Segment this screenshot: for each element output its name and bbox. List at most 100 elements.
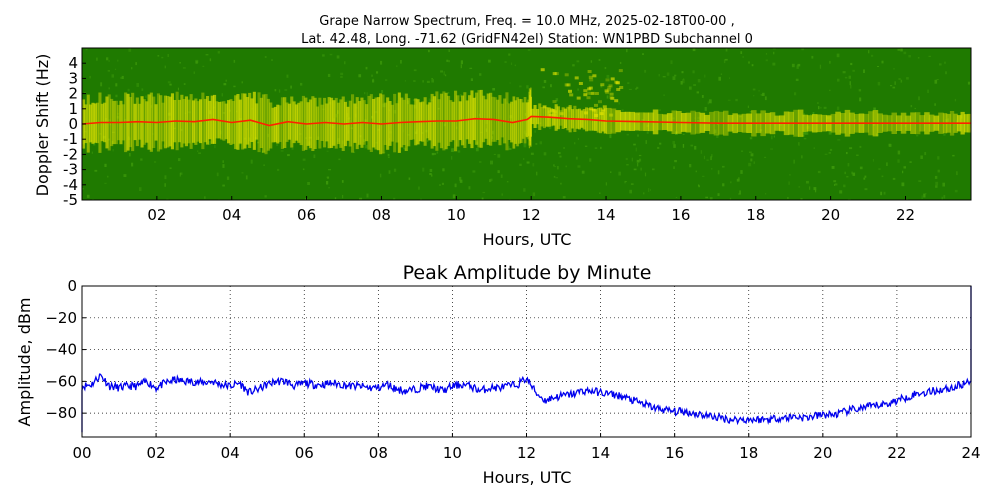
spectrogram-noise-speck <box>644 172 647 177</box>
spectrogram-noise-speck <box>920 155 923 159</box>
spectrogram-noise-speck <box>366 193 369 198</box>
spectrogram-noise-speck <box>195 61 198 64</box>
spectrogram-noise-speck <box>202 65 205 67</box>
spectrogram-noise-speck <box>549 126 552 130</box>
spectrogram-noise-speck <box>179 62 181 64</box>
amplitude-series-line <box>81 286 972 433</box>
spectrogram-noise-speck <box>649 189 651 191</box>
spectrogram-noise-speck <box>852 172 856 176</box>
spectrogram-signal-band <box>604 89 609 93</box>
spectrogram-noise-speck <box>326 181 329 185</box>
spectrogram-noise-speck <box>638 154 642 157</box>
spectrogram-noise-speck <box>577 88 579 91</box>
spectrogram-noise-speck <box>428 98 431 103</box>
spectrogram-signal-band <box>615 81 620 85</box>
spectrogram-noise-speck <box>164 175 167 180</box>
spectrogram-noise-speck <box>308 147 311 150</box>
spectrogram-noise-speck <box>557 166 559 170</box>
spectrogram-noise-speck <box>286 74 289 78</box>
spectrogram-noise-speck <box>859 166 863 170</box>
spectrogram-noise-speck <box>600 146 602 149</box>
spectrogram-noise-speck <box>703 155 705 160</box>
spectrogram-noise-speck <box>543 152 547 156</box>
spectrogram-noise-speck <box>645 140 647 144</box>
spectrogram-noise-speck <box>662 76 666 78</box>
spectrogram-noise-speck <box>328 169 331 171</box>
spectrogram-noise-speck <box>393 168 397 172</box>
spectrogram-signal-band <box>553 110 558 114</box>
spectrogram-signal-band <box>591 108 596 112</box>
spectrogram-noise-speck <box>340 72 344 76</box>
spectrogram-signal-band <box>550 108 555 112</box>
spectrogram-noise-speck <box>858 89 862 92</box>
spectrogram-noise-speck <box>563 147 565 149</box>
spectrogram-xlabel: Hours, UTC <box>483 230 572 249</box>
spectrogram-noise-speck <box>848 75 851 79</box>
spectrogram-noise-speck <box>694 145 697 150</box>
spectrogram-signal-band <box>610 77 615 81</box>
spectrogram-ytick-label: -2 <box>63 145 78 163</box>
spectrogram-noise-speck <box>490 160 493 165</box>
spectrogram-noise-speck <box>468 186 471 190</box>
spectrogram-noise-speck <box>709 197 713 200</box>
spectrogram-signal-band <box>598 100 602 104</box>
spectrogram-noise-speck <box>753 161 755 164</box>
spectrogram-signal-band <box>609 92 614 96</box>
spectrogram-noise-speck <box>359 197 363 200</box>
spectrogram-noise-speck <box>711 154 713 158</box>
spectrogram-noise-speck <box>523 130 527 134</box>
spectrogram-noise-speck <box>123 174 127 177</box>
spectrogram-noise-speck <box>264 56 267 58</box>
spectrogram-noise-speck <box>704 107 707 111</box>
amplitude-xtick-label: 02 <box>147 444 166 462</box>
spectrogram-noise-speck <box>798 142 800 145</box>
spectrogram-noise-speck <box>718 76 721 81</box>
spectrogram-noise-speck <box>431 152 435 156</box>
spectrogram-noise-speck <box>379 173 382 178</box>
spectrogram-noise-speck <box>628 88 632 90</box>
spectrogram-noise-speck <box>898 78 901 80</box>
spectrogram-noise-speck <box>326 176 330 179</box>
spectrogram-noise-speck <box>418 186 420 190</box>
spectrogram-noise-speck <box>610 129 613 133</box>
spectrogram-noise-speck <box>460 60 463 65</box>
spectrogram-noise-speck <box>519 85 522 88</box>
spectrogram-noise-speck <box>727 99 731 101</box>
spectrogram-noise-speck <box>183 83 186 85</box>
spectrogram-noise-speck <box>233 59 236 63</box>
amplitude-xtick-label: 04 <box>221 444 240 462</box>
spectrogram-noise-speck <box>459 176 462 181</box>
spectrogram-noise-speck <box>575 156 578 160</box>
spectrogram-noise-speck <box>863 69 865 73</box>
spectrogram-noise-speck <box>952 154 955 157</box>
spectrogram-noise-speck <box>663 94 665 96</box>
spectrogram-noise-speck <box>636 159 640 163</box>
spectrogram-signal-band <box>606 88 611 92</box>
spectrogram-noise-speck <box>925 193 927 195</box>
spectrogram-ytick-label: 1 <box>68 100 78 118</box>
spectrogram-noise-speck <box>787 197 789 200</box>
spectrogram-noise-speck <box>749 137 753 140</box>
spectrogram-noise-speck <box>241 81 243 84</box>
spectrogram-noise-speck <box>637 134 639 137</box>
amplitude-xtick-label: 12 <box>517 444 536 462</box>
spectrogram-noise-speck <box>681 79 685 84</box>
spectrogram-noise-speck <box>604 67 607 70</box>
spectrogram-noise-speck <box>358 74 362 78</box>
spectrogram-noise-speck <box>382 103 386 108</box>
spectrogram-noise-speck <box>225 79 227 82</box>
spectrogram-noise-speck <box>419 198 422 200</box>
spectrogram-noise-speck <box>439 184 441 186</box>
spectrogram-noise-speck <box>128 153 131 157</box>
spectrogram-noise-speck <box>124 118 127 123</box>
spectrogram-noise-speck <box>806 180 809 184</box>
spectrogram-noise-speck <box>559 155 562 158</box>
spectrogram-noise-speck <box>809 114 812 116</box>
spectrogram-noise-speck <box>222 184 225 187</box>
spectrogram-noise-speck <box>205 54 209 56</box>
spectrogram-signal-band <box>576 96 581 100</box>
spectrogram-noise-speck <box>881 175 884 178</box>
spectrogram-noise-speck <box>422 167 425 172</box>
spectrogram-noise-speck <box>764 96 767 101</box>
spectrogram-noise-speck <box>967 81 971 85</box>
